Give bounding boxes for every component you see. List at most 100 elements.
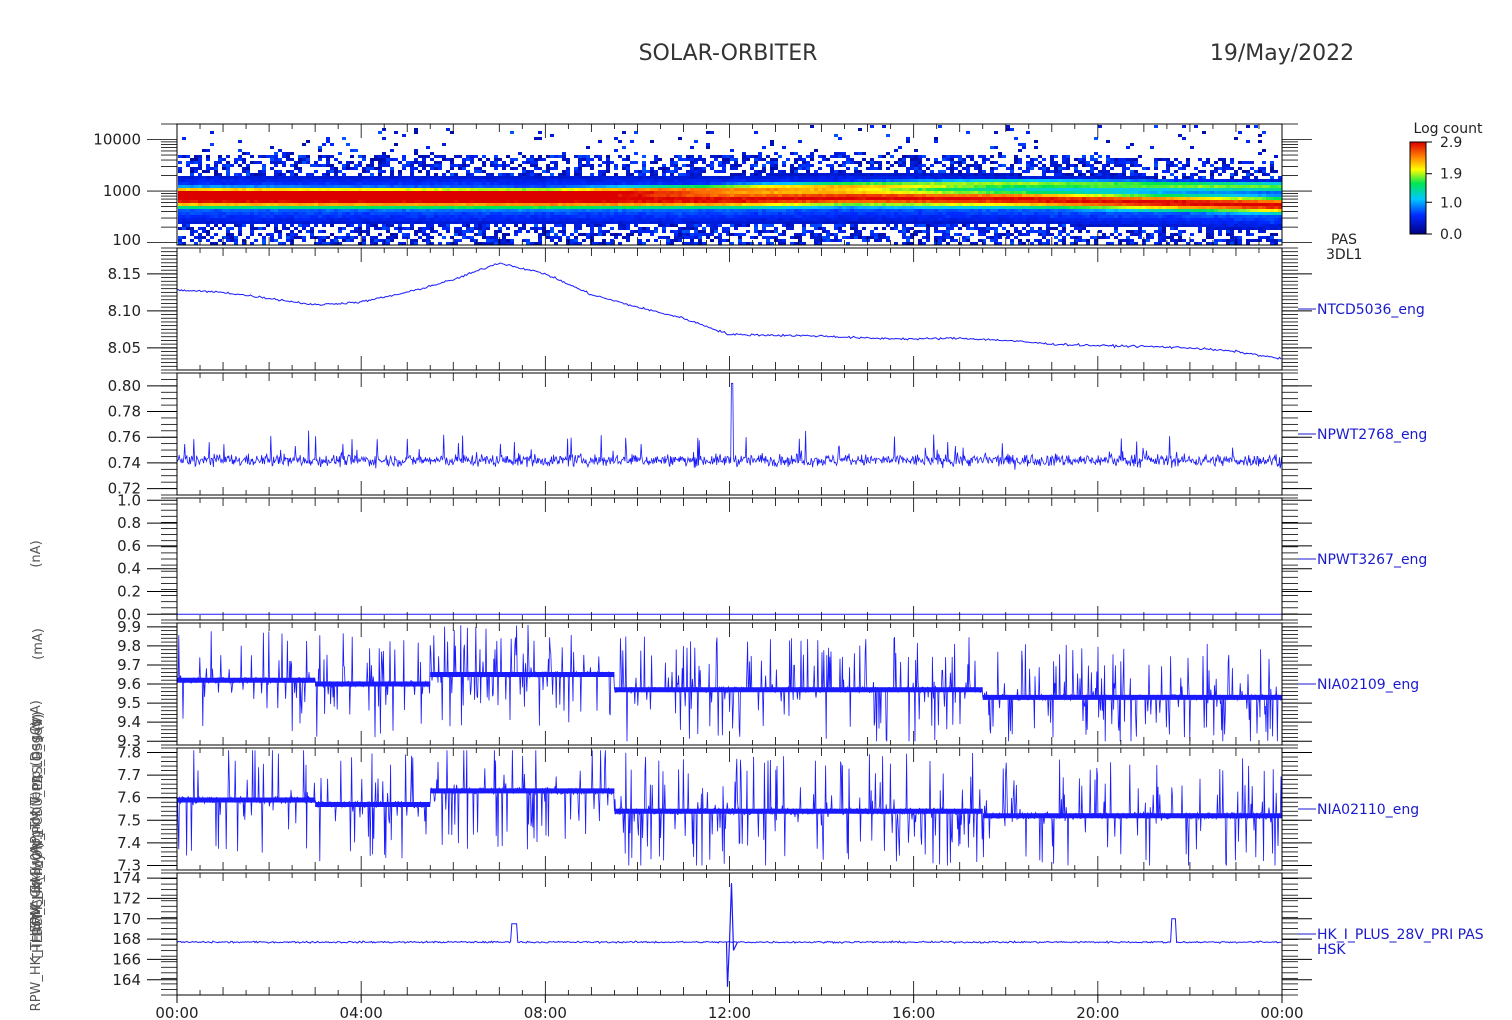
heatmap-cell [614, 179, 618, 182]
heatmap-cell [318, 185, 322, 188]
date-label: 19/May/2022 [1210, 41, 1354, 66]
heatmap-cell [210, 197, 214, 200]
heatmap-cell [386, 236, 390, 239]
heatmap-cell [694, 161, 698, 164]
heatmap-cell [210, 221, 214, 224]
heatmap-cell [674, 209, 678, 212]
heatmap-cell [358, 212, 362, 215]
heatmap-cell [614, 197, 618, 200]
heatmap-cell [886, 215, 890, 218]
heatmap-cell [370, 215, 374, 218]
heatmap-cell [422, 194, 426, 197]
heatmap-cell [286, 236, 290, 239]
heatmap-cell [190, 167, 194, 170]
heatmap-cell [554, 176, 558, 179]
heatmap-cell [698, 236, 702, 239]
heatmap-cell [678, 218, 682, 221]
heatmap-cell [814, 233, 818, 236]
heatmap-cell [982, 242, 986, 245]
heatmap-cell [274, 227, 278, 230]
heatmap-cell [690, 155, 694, 158]
heatmap-cell [966, 155, 970, 158]
heatmap-cell [578, 212, 582, 215]
heatmap-cell [694, 176, 698, 179]
heatmap-cell [666, 188, 670, 191]
heatmap-cell [342, 212, 346, 215]
heatmap-cell [370, 158, 374, 161]
heatmap-cell [742, 212, 746, 215]
heatmap-cell [822, 197, 826, 200]
heatmap-cell [850, 236, 854, 239]
heatmap-cell [698, 194, 702, 197]
heatmap-cell [934, 224, 938, 227]
heatmap-cell [258, 218, 262, 221]
heatmap-cell [518, 173, 522, 176]
heatmap-cell [294, 233, 298, 236]
heatmap-cell [902, 155, 906, 158]
heatmap-cell [538, 191, 542, 194]
heatmap-cell [578, 209, 582, 212]
heatmap-cell [398, 173, 402, 176]
heatmap-cell [382, 176, 386, 179]
heatmap-cell [226, 161, 230, 164]
heatmap-cell [318, 164, 322, 167]
heatmap-cell [262, 191, 266, 194]
heatmap-cell [554, 200, 558, 203]
heatmap-cell [182, 206, 186, 209]
heatmap-cell [718, 155, 722, 158]
heatmap-cell [222, 221, 226, 224]
heatmap-cell [810, 185, 814, 188]
heatmap-cell [302, 209, 306, 212]
heatmap-cell [998, 185, 1002, 188]
heatmap-cell [866, 200, 870, 203]
heatmap-cell [746, 185, 750, 188]
heatmap-cell [606, 212, 610, 215]
heatmap-cell [894, 242, 898, 245]
heatmap-cell [206, 230, 210, 233]
heatmap-cell [222, 158, 226, 161]
heatmap-cell [498, 179, 502, 182]
heatmap-cell [538, 182, 542, 185]
heatmap-cell [526, 176, 530, 179]
heatmap-cell [618, 218, 622, 221]
heatmap-cell [642, 164, 646, 167]
heatmap-cell [818, 209, 822, 212]
heatmap-cell [970, 191, 974, 194]
heatmap-cell [402, 164, 406, 167]
heatmap-cell [194, 218, 198, 221]
heatmap-cell [722, 212, 726, 215]
heatmap-cell [898, 197, 902, 200]
heatmap-cell [306, 194, 310, 197]
heatmap-cell [702, 209, 706, 212]
heatmap-cell [818, 206, 822, 209]
heatmap-cell [526, 173, 530, 176]
heatmap-cell [526, 188, 530, 191]
heatmap-cell [926, 215, 930, 218]
heatmap-cell [586, 146, 590, 149]
heatmap-cell [510, 185, 514, 188]
heatmap-cell [282, 182, 286, 185]
heatmap-cell [942, 197, 946, 200]
heatmap-cell [634, 176, 638, 179]
heatmap-cell [206, 185, 210, 188]
heatmap-cell [854, 200, 858, 203]
heatmap-cell [262, 182, 266, 185]
heatmap-cell [274, 188, 278, 191]
heatmap-cell [418, 203, 422, 206]
heatmap-cell [518, 176, 522, 179]
heatmap-cell [650, 194, 654, 197]
heatmap-cell [438, 206, 442, 209]
heatmap-cell [986, 212, 990, 215]
heatmap-cell [998, 200, 1002, 203]
heatmap-cell [318, 179, 322, 182]
heatmap-cell [946, 173, 950, 176]
heatmap-cell [742, 191, 746, 194]
heatmap-cell [798, 236, 802, 239]
heatmap-cell [294, 236, 298, 239]
heatmap-cell [898, 146, 902, 149]
heatmap-cell [314, 203, 318, 206]
heatmap-cell [530, 185, 534, 188]
heatmap-cell [322, 200, 326, 203]
heatmap-cell [778, 203, 782, 206]
heatmap-cell [934, 158, 938, 161]
